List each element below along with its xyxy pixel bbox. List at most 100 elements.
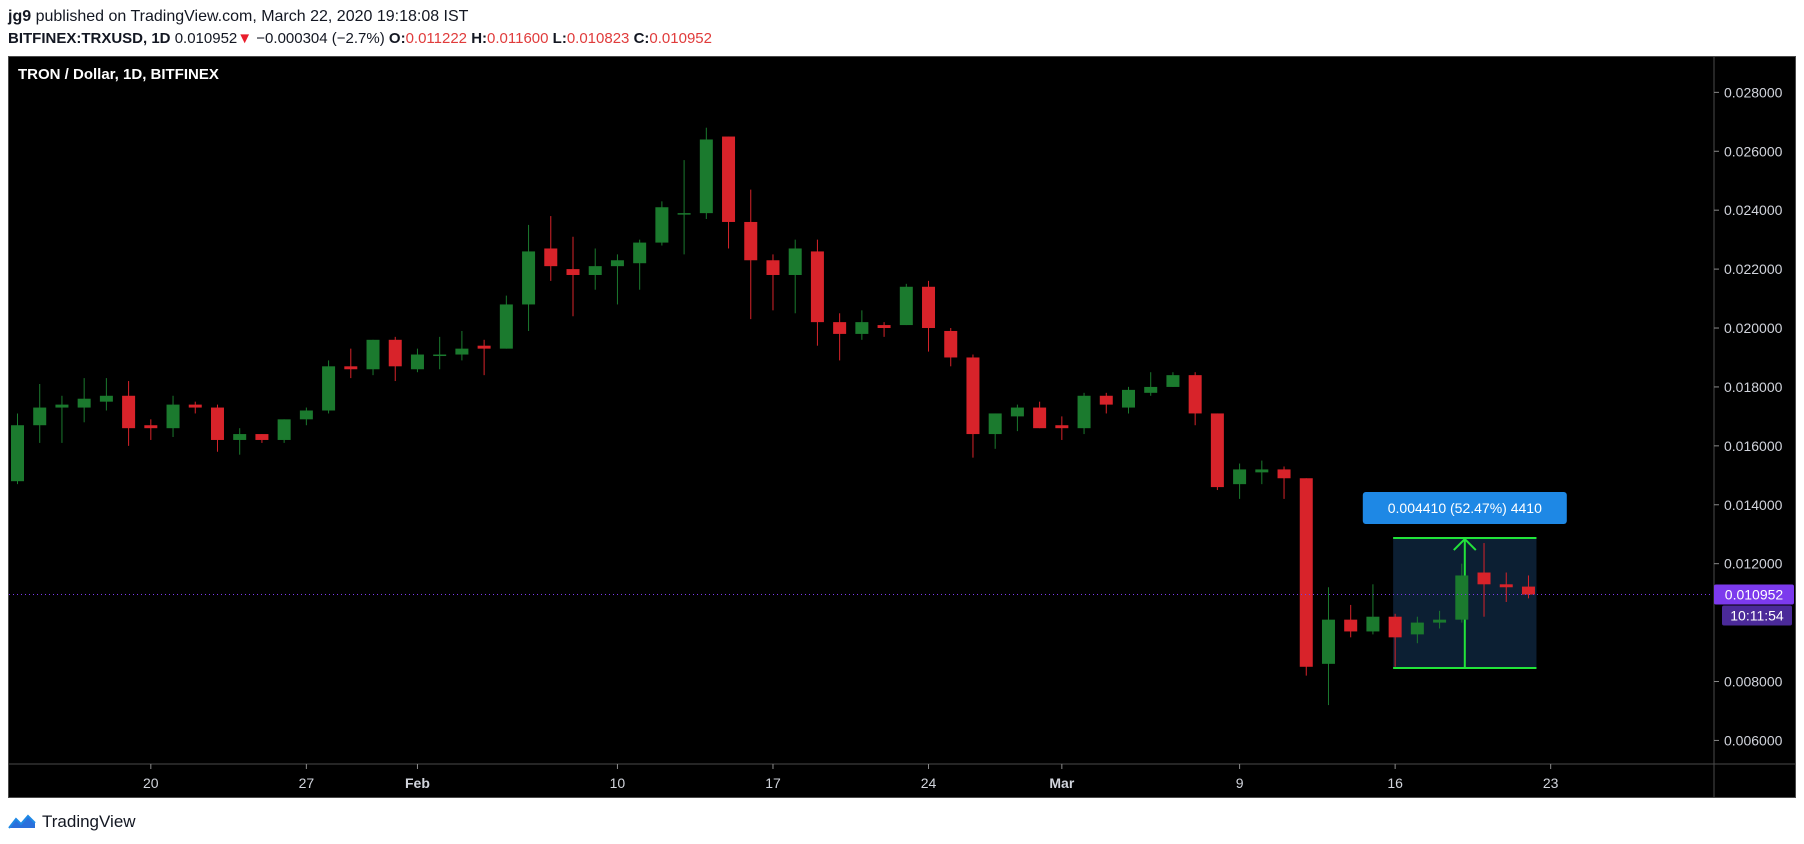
candle[interactable]	[144, 419, 158, 440]
candle[interactable]	[855, 310, 869, 340]
change-text: −0.000304 (−2.7%)	[256, 30, 385, 47]
candle[interactable]	[455, 330, 469, 361]
candle[interactable]	[1455, 563, 1469, 623]
chart-pane[interactable]	[8, 56, 1796, 798]
candle[interactable]	[1210, 413, 1224, 491]
candle[interactable]	[899, 283, 913, 326]
measure-arrow-head-icon	[1453, 537, 1477, 551]
candle[interactable]	[55, 395, 69, 443]
tradingview-logo-icon[interactable]	[8, 813, 36, 831]
candle[interactable]	[1099, 392, 1113, 414]
candle[interactable]	[410, 348, 424, 373]
y-tick-label: 0.018000	[1724, 379, 1783, 395]
candle[interactable]	[166, 395, 180, 438]
candle[interactable]	[988, 413, 1002, 449]
candle[interactable]	[255, 434, 269, 443]
candle[interactable]	[677, 160, 691, 255]
candle[interactable]	[566, 236, 580, 317]
candle[interactable]	[1410, 616, 1424, 644]
candle[interactable]	[1144, 372, 1158, 396]
candle[interactable]	[1433, 610, 1447, 629]
candle[interactable]	[1388, 613, 1402, 667]
candle[interactable]	[33, 383, 47, 443]
low-label: L:	[552, 30, 567, 47]
candle[interactable]	[99, 378, 113, 411]
candle[interactable]	[1299, 478, 1313, 676]
candle[interactable]	[1499, 572, 1513, 602]
candle-body	[433, 354, 447, 357]
candle[interactable]	[477, 339, 491, 376]
candle[interactable]	[1166, 372, 1180, 387]
candle[interactable]	[588, 248, 602, 290]
candle[interactable]	[1366, 584, 1380, 635]
candle[interactable]	[122, 381, 136, 446]
candle[interactable]	[744, 189, 758, 320]
candle[interactable]	[522, 224, 536, 331]
candle[interactable]	[210, 404, 224, 452]
candle[interactable]	[810, 239, 824, 346]
candle[interactable]	[1521, 575, 1535, 599]
candle[interactable]	[922, 280, 936, 352]
candle[interactable]	[1122, 386, 1135, 414]
candle[interactable]	[1033, 401, 1047, 429]
candle[interactable]	[188, 401, 202, 414]
candle[interactable]	[544, 216, 558, 281]
candle-body	[677, 213, 691, 215]
candle[interactable]	[344, 348, 358, 379]
candle[interactable]	[633, 239, 647, 290]
candle[interactable]	[1344, 604, 1358, 638]
candle[interactable]	[1010, 404, 1024, 432]
candle[interactable]	[1233, 463, 1247, 499]
candle[interactable]	[1321, 587, 1335, 706]
candle[interactable]	[11, 413, 24, 485]
candle[interactable]	[788, 239, 802, 314]
candle[interactable]	[233, 428, 247, 455]
tradingview-brand-text[interactable]: TradingView	[42, 812, 136, 831]
candle[interactable]	[1477, 543, 1491, 617]
candle[interactable]	[499, 295, 513, 349]
candle[interactable]	[77, 378, 91, 423]
candle-body	[899, 286, 913, 326]
candle[interactable]	[877, 322, 891, 337]
candle[interactable]	[655, 201, 669, 246]
candle[interactable]	[944, 328, 958, 367]
candle[interactable]	[1277, 466, 1291, 499]
candle[interactable]	[277, 419, 291, 443]
candle[interactable]	[388, 336, 402, 382]
candle[interactable]	[366, 339, 380, 376]
candle[interactable]	[1188, 372, 1202, 426]
candle[interactable]	[833, 313, 847, 361]
candle[interactable]	[1077, 392, 1091, 435]
candle[interactable]	[1055, 416, 1069, 440]
candle-body	[655, 207, 669, 243]
open-value: 0.011222	[405, 30, 468, 47]
candle[interactable]	[1255, 460, 1269, 485]
candle[interactable]	[299, 407, 313, 426]
candle[interactable]	[966, 354, 980, 458]
candle[interactable]	[699, 127, 713, 220]
candle-body	[610, 260, 624, 267]
candle[interactable]	[722, 136, 736, 249]
candle-body	[1477, 572, 1491, 585]
candle[interactable]	[766, 254, 780, 311]
y-tick-label: 0.006000	[1724, 732, 1783, 748]
author-name[interactable]: jg9	[8, 8, 32, 25]
candle[interactable]	[322, 360, 336, 414]
down-arrow-icon: ▼	[237, 30, 253, 47]
y-tick-label: 0.026000	[1724, 143, 1783, 159]
y-tick-label: 0.022000	[1724, 261, 1783, 277]
candle-body	[744, 221, 758, 261]
candle-body	[55, 404, 69, 408]
x-tick-label: 10	[610, 775, 626, 791]
candle-body	[299, 410, 313, 420]
candle-body	[1277, 469, 1291, 479]
candle-body	[944, 330, 958, 358]
candle[interactable]	[433, 336, 447, 370]
candle-body	[166, 404, 180, 429]
candles	[11, 127, 1535, 706]
candle[interactable]	[610, 254, 624, 305]
candle-body	[1321, 619, 1335, 664]
candle-body	[122, 395, 136, 429]
candle-body	[699, 139, 713, 214]
